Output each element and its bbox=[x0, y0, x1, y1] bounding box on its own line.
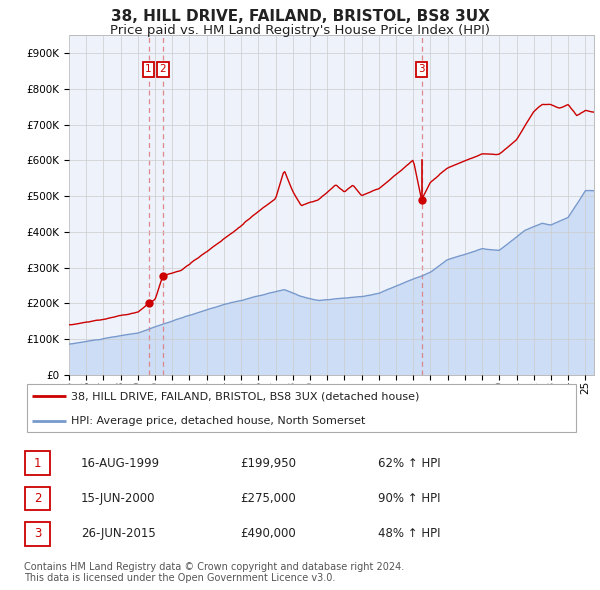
Text: 38, HILL DRIVE, FAILAND, BRISTOL, BS8 3UX (detached house): 38, HILL DRIVE, FAILAND, BRISTOL, BS8 3U… bbox=[71, 391, 420, 401]
Text: Price paid vs. HM Land Registry's House Price Index (HPI): Price paid vs. HM Land Registry's House … bbox=[110, 24, 490, 37]
FancyBboxPatch shape bbox=[25, 522, 50, 546]
Text: 38, HILL DRIVE, FAILAND, BRISTOL, BS8 3UX: 38, HILL DRIVE, FAILAND, BRISTOL, BS8 3U… bbox=[110, 9, 490, 24]
Text: £490,000: £490,000 bbox=[240, 527, 296, 540]
Text: 1: 1 bbox=[34, 457, 41, 470]
FancyBboxPatch shape bbox=[25, 451, 50, 475]
Text: 2: 2 bbox=[160, 64, 166, 74]
FancyBboxPatch shape bbox=[27, 384, 577, 431]
Text: 15-JUN-2000: 15-JUN-2000 bbox=[81, 492, 155, 505]
Text: 2: 2 bbox=[34, 492, 41, 505]
Text: £199,950: £199,950 bbox=[240, 457, 296, 470]
Text: 62% ↑ HPI: 62% ↑ HPI bbox=[378, 457, 440, 470]
Text: This data is licensed under the Open Government Licence v3.0.: This data is licensed under the Open Gov… bbox=[24, 573, 335, 584]
Text: 3: 3 bbox=[34, 527, 41, 540]
Text: 26-JUN-2015: 26-JUN-2015 bbox=[81, 527, 156, 540]
Text: 1: 1 bbox=[145, 64, 152, 74]
Text: 48% ↑ HPI: 48% ↑ HPI bbox=[378, 527, 440, 540]
Text: 3: 3 bbox=[418, 64, 425, 74]
Text: 90% ↑ HPI: 90% ↑ HPI bbox=[378, 492, 440, 505]
Text: 16-AUG-1999: 16-AUG-1999 bbox=[81, 457, 160, 470]
Text: HPI: Average price, detached house, North Somerset: HPI: Average price, detached house, Nort… bbox=[71, 416, 366, 425]
FancyBboxPatch shape bbox=[25, 487, 50, 510]
Text: £275,000: £275,000 bbox=[240, 492, 296, 505]
Text: Contains HM Land Registry data © Crown copyright and database right 2024.: Contains HM Land Registry data © Crown c… bbox=[24, 562, 404, 572]
